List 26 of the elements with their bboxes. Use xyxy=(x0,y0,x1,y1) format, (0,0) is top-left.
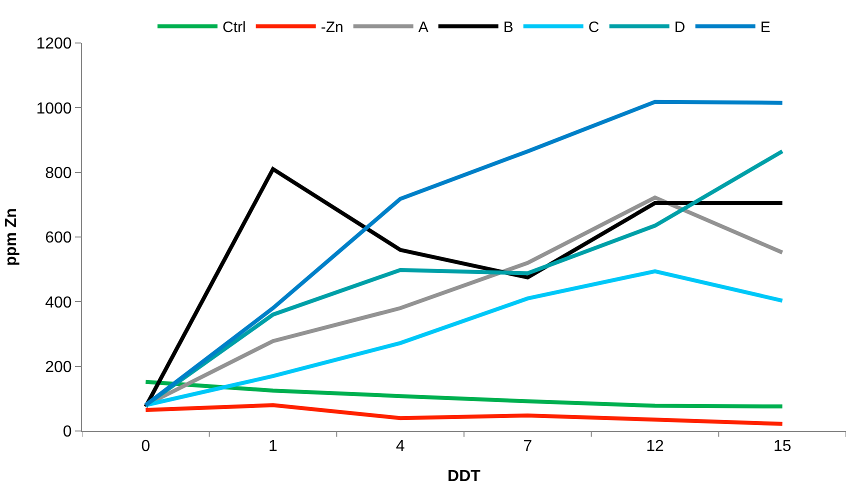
y-tick-label: 1000 xyxy=(36,100,72,118)
legend-label: D xyxy=(674,19,686,36)
line-series xyxy=(144,100,784,408)
y-tick-label: 600 xyxy=(45,230,72,247)
x-tick-label: 15 xyxy=(773,438,792,456)
y-tick-label: 0 xyxy=(62,424,72,441)
x-tick-label: 0 xyxy=(141,438,150,456)
x-axis-title: DDT xyxy=(448,468,481,485)
legend-label: C xyxy=(588,19,600,36)
y-tick-label: 800 xyxy=(45,164,72,182)
x-tick-label: 7 xyxy=(523,438,532,456)
x-tick-label: 1 xyxy=(268,438,278,456)
legend-label: B xyxy=(503,19,514,36)
y-tick-label: 200 xyxy=(45,358,72,376)
legend-label: -Zn xyxy=(320,19,344,36)
line-series xyxy=(144,380,784,408)
x-tick-label: 12 xyxy=(646,438,664,456)
y-tick-label: 400 xyxy=(45,294,72,312)
x-tick-label: 4 xyxy=(396,438,405,456)
legend-label: A xyxy=(418,19,428,36)
legend-label: Ctrl xyxy=(222,19,246,36)
y-axis-title: ppm Zn xyxy=(3,208,20,266)
line-series xyxy=(144,403,784,426)
legend-label: E xyxy=(760,19,770,36)
y-tick-label: 1200 xyxy=(36,36,72,53)
line-series xyxy=(144,269,784,408)
